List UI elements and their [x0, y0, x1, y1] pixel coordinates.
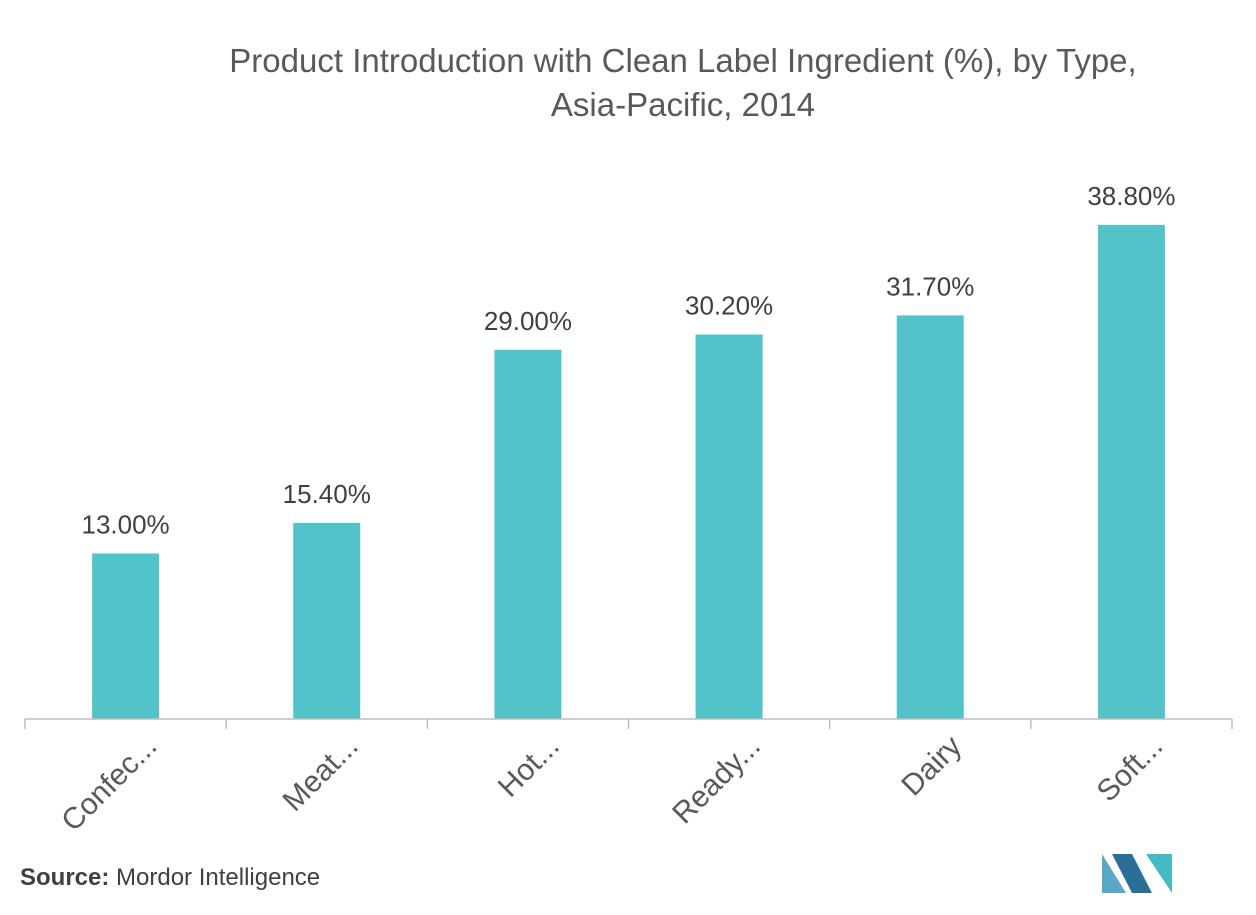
x-tick-label: Ready... — [666, 730, 767, 831]
data-label: 31.70% — [886, 271, 974, 301]
data-label: 38.80% — [1087, 181, 1175, 211]
data-label: 15.40% — [283, 479, 371, 509]
data-labels-group: 13.00% 15.40% 29.00% 30.20% 31.70% 38.80% — [81, 181, 1175, 539]
x-tick-label: Confec... — [55, 730, 163, 838]
logo-shape — [1112, 854, 1152, 893]
mordor-logo — [1102, 854, 1172, 893]
chart-title-line: Asia-Pacific, 2014 — [551, 86, 815, 123]
chart-title: Product Introduction with Clean Label In… — [229, 42, 1136, 123]
source-note: Source: Mordor Intelligence — [20, 864, 320, 892]
data-label: 29.00% — [484, 306, 572, 336]
bars-group — [92, 225, 1165, 719]
x-axis-tick-labels: Confec... Meat... Hot... Ready... Dairy Soft.… — [55, 730, 1169, 838]
bar — [92, 553, 160, 719]
source-text: Mordor Intelligence — [109, 864, 321, 891]
chart-title-line: Product Introduction with Clean Label In… — [229, 42, 1136, 79]
x-tick-label: Dairy — [895, 730, 968, 803]
bar — [293, 522, 361, 719]
x-tick-label: Hot... — [492, 730, 566, 804]
data-label: 30.20% — [685, 290, 773, 320]
x-tick-label: Meat... — [277, 730, 365, 818]
bar — [1097, 225, 1165, 719]
data-label: 13.00% — [81, 509, 169, 539]
bar — [494, 349, 562, 719]
logo-shape — [1102, 854, 1126, 893]
x-tick-label: Soft... — [1091, 730, 1170, 809]
bar — [896, 315, 964, 719]
logo-shape — [1146, 854, 1172, 893]
source-label: Source: — [20, 864, 110, 891]
x-axis-ticks — [24, 719, 1233, 729]
bar — [695, 334, 763, 719]
